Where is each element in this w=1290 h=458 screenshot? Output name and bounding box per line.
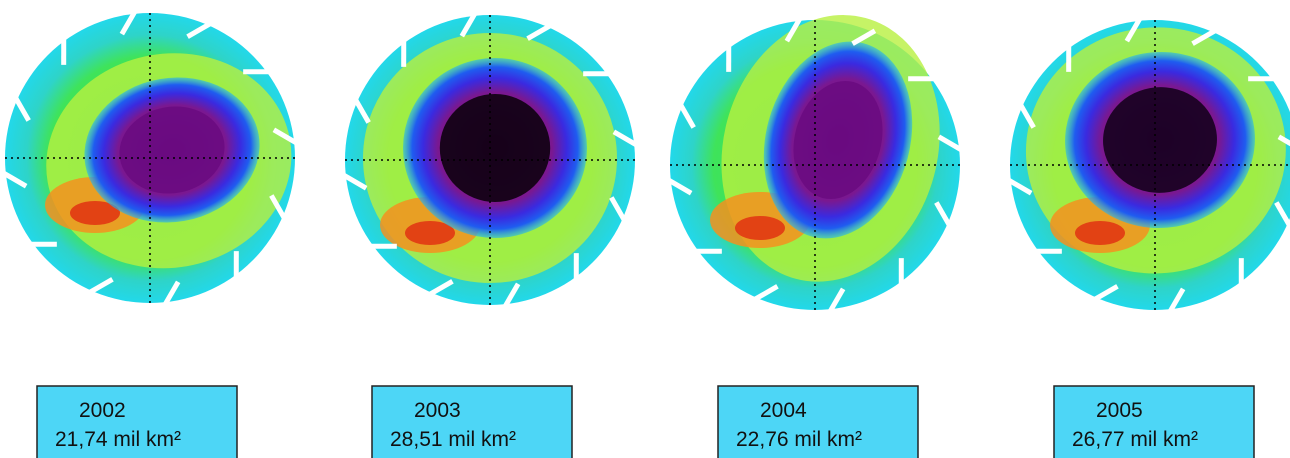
orbit-gap [459,12,477,38]
area-label: 21,74 mil km² [55,428,181,451]
orbit-gap [851,28,877,46]
orbit-gap [609,196,627,222]
orbit-gap [828,287,846,313]
orbit-gap [342,173,368,191]
hole-core [119,106,225,194]
orbit-gap [667,178,693,196]
area-label: 26,77 mil km² [1072,428,1198,451]
orbit-gap [1277,134,1290,147]
orbit-gap [13,96,31,122]
ozone-map [1007,17,1290,313]
red-patch [735,216,785,240]
orbit-gap [937,134,963,152]
orbit-gap [612,129,638,147]
area-label: 22,76 mil km² [736,428,862,451]
red-patch [70,201,120,225]
orbit-gap [1018,103,1036,129]
label-box [36,385,238,458]
orbit-gap [1274,201,1290,227]
ozone-map [342,12,638,308]
orbit-gap [678,103,696,129]
year-label: 2004 [760,399,807,422]
orbit-gap [269,194,287,220]
ozone-map [667,15,963,313]
red-patch [405,221,455,245]
label-box [371,385,573,458]
hole-core [1103,87,1217,193]
orbit-gap [163,280,181,306]
orbit-gap [1093,284,1119,302]
orbit-gap [2,171,28,189]
orbit-gap [119,10,137,36]
orbit-gap [934,201,952,227]
orbit-gap [784,17,802,43]
red-patch [1075,221,1125,245]
orbit-gap [186,21,212,39]
label-box [717,385,919,458]
year-label: 2003 [414,399,461,422]
orbit-gap [353,98,371,124]
globes [2,10,1290,313]
orbit-gap [1191,28,1217,46]
orbit-gap [503,282,521,308]
year-label: 2002 [79,399,126,422]
labels: 2002 21,74 mil km² 2003 28,51 mil km² 2004 22… [36,385,1255,458]
orbit-gap [1007,178,1033,196]
orbit-gap [1124,17,1142,43]
hole-core [439,94,551,202]
area-label: 28,51 mil km² [390,428,516,451]
orbit-gap [1168,287,1186,313]
orbit-gap [526,23,552,41]
orbit-gap [428,279,454,297]
label-box [1053,385,1255,458]
orbit-gap [753,284,779,302]
orbit-gap [272,127,298,145]
orbit-gap [88,277,114,295]
ozone-map [2,10,298,306]
year-label: 2005 [1096,399,1143,422]
